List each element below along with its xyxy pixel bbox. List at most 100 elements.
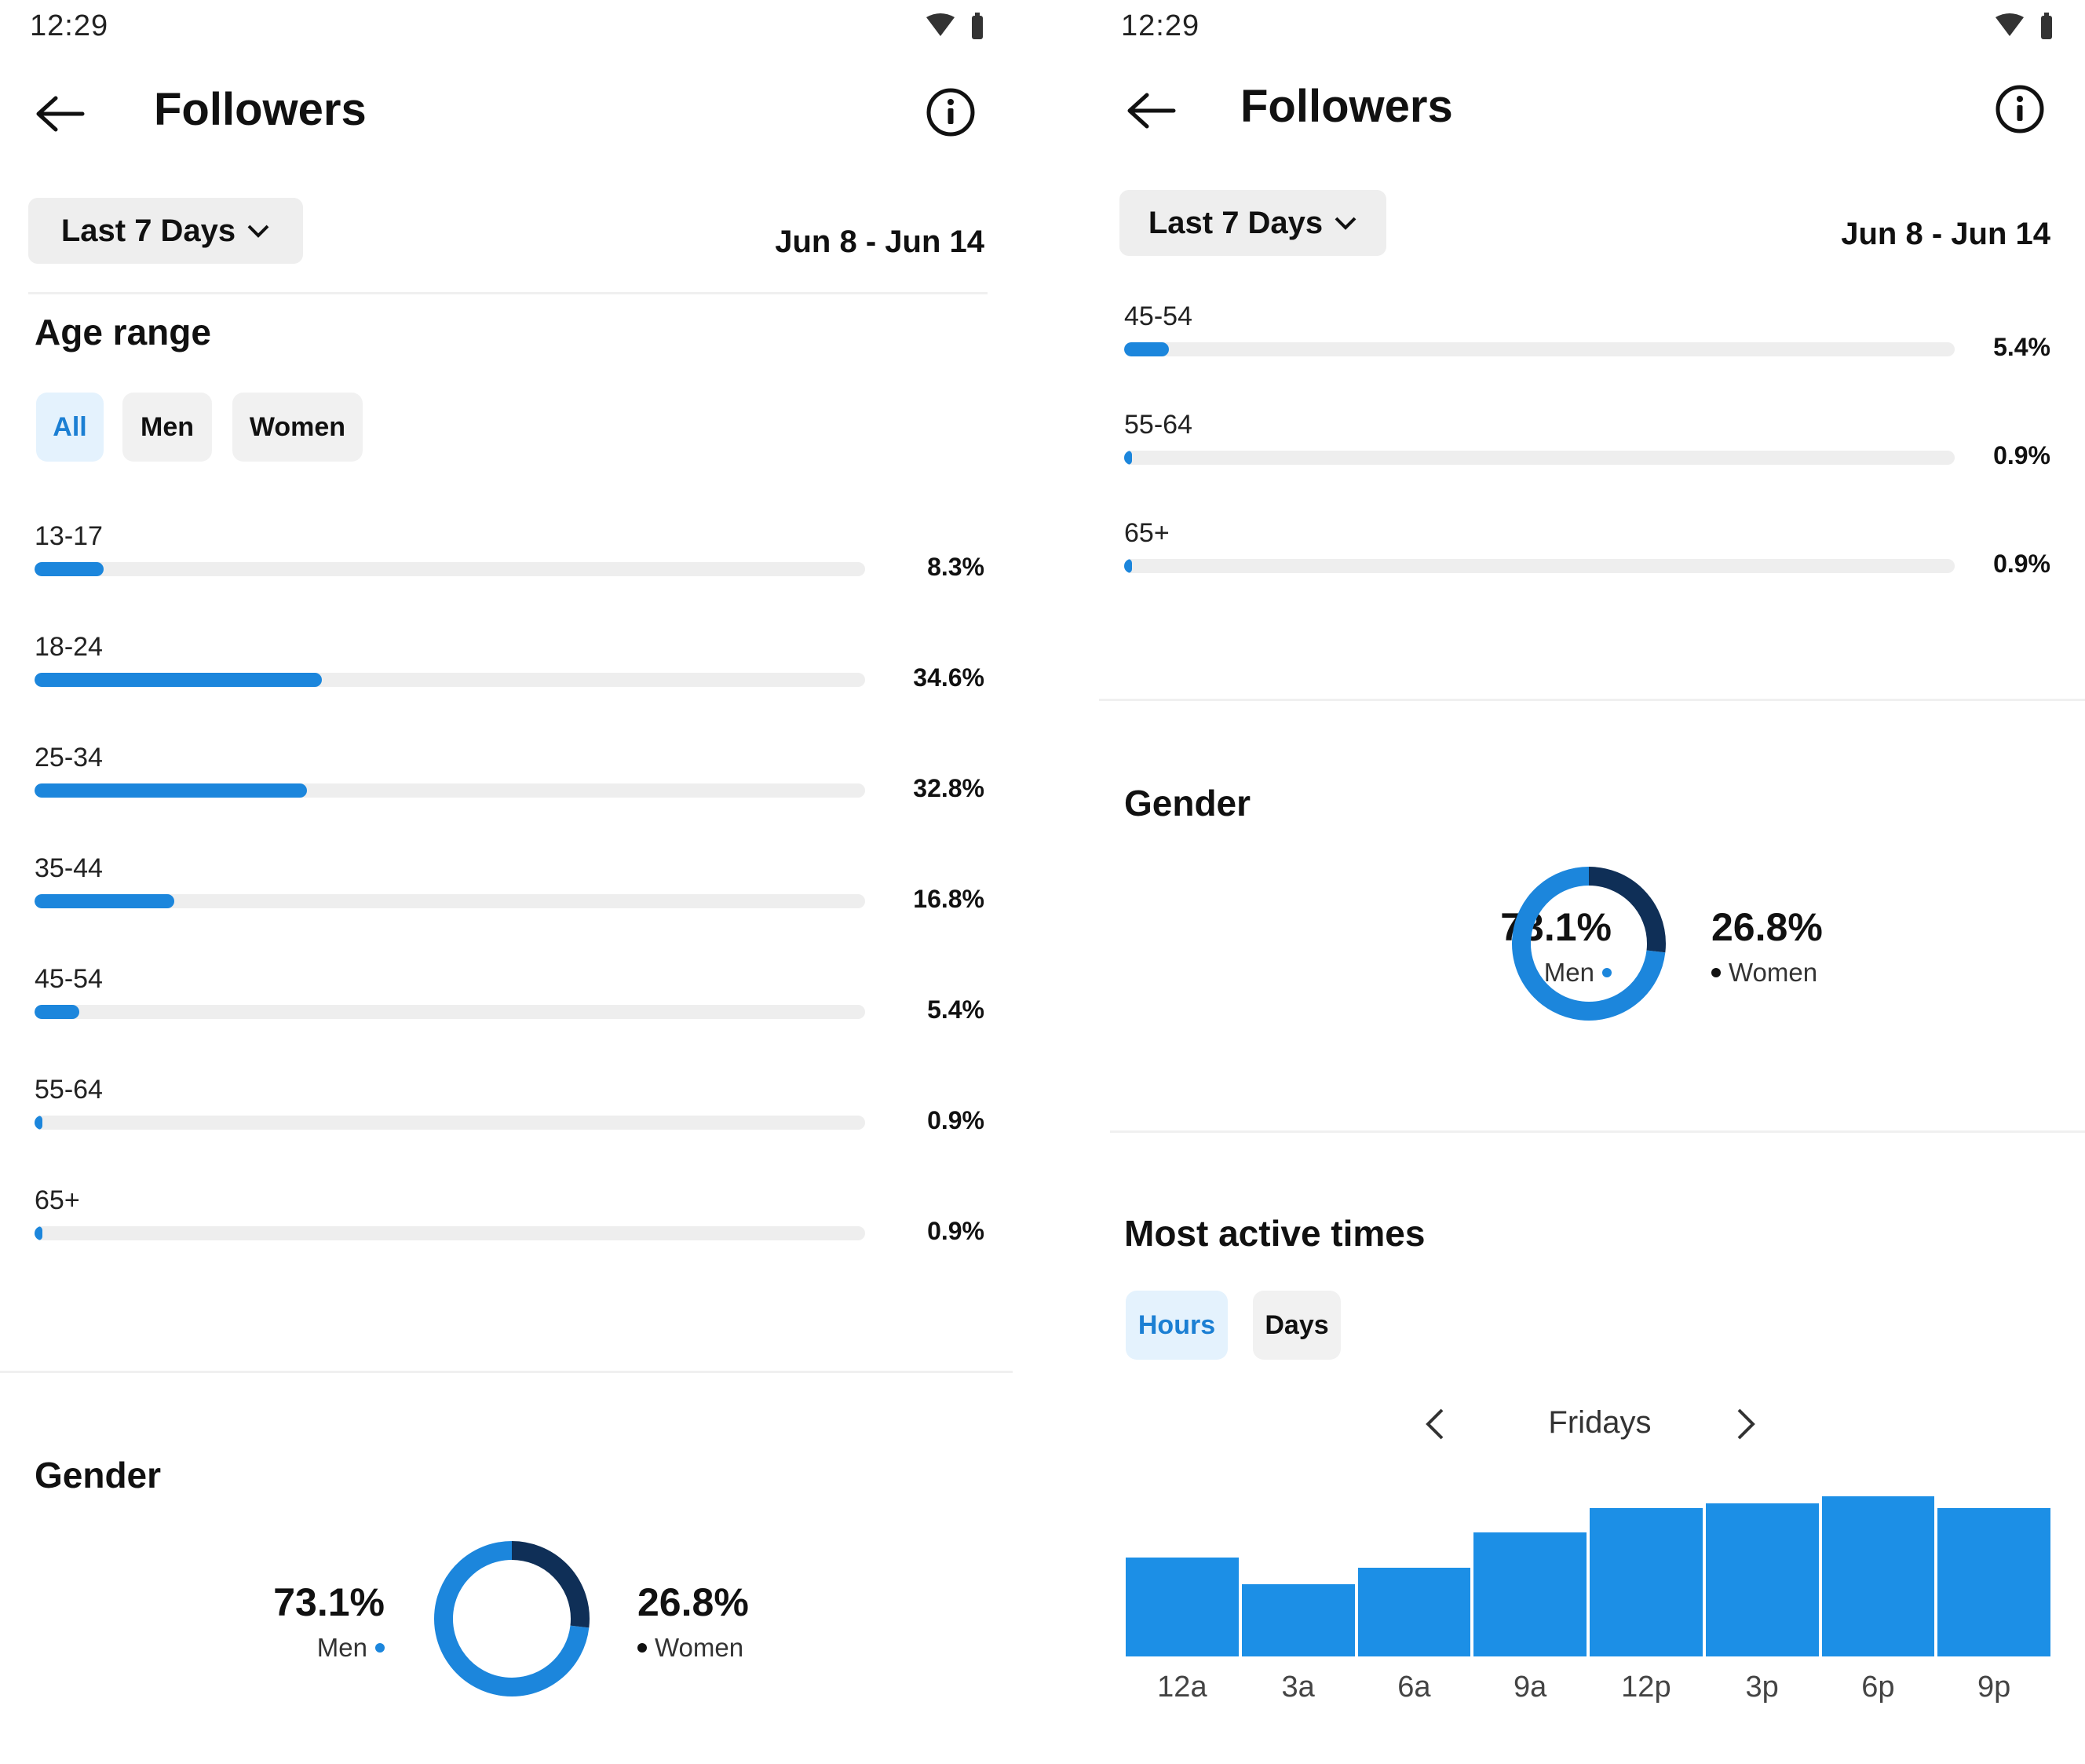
age-label: 18-24 [35,632,103,662]
period-dropdown[interactable]: Last 7 Days [28,198,303,264]
age-label: 35-44 [35,853,103,883]
age-bar-track [35,894,865,908]
age-bar-fill [1124,559,1132,573]
filter-men[interactable]: Men [122,393,212,462]
back-button[interactable] [28,86,91,141]
divider [1099,699,2085,701]
gender-donut [1512,867,1666,1021]
x-tick-label: 12a [1157,1671,1207,1704]
x-tick-label: 3p [1745,1671,1779,1704]
chevron-down-icon [247,225,269,238]
men-legend: Men [1462,958,1612,988]
chart-bar-6a[interactable] [1357,1568,1471,1656]
chart-bar-12p[interactable] [1590,1508,1703,1656]
chart-bar-6p[interactable] [1821,1496,1935,1656]
chart-bar-3a[interactable] [1241,1584,1355,1656]
age-bar-fill [35,783,308,798]
women-label: Women [655,1633,744,1662]
chevron-down-icon [1335,217,1357,230]
prev-day-button[interactable] [1411,1401,1459,1448]
age-label: 65+ [1124,518,1170,548]
chart-bar-9p[interactable] [1937,1508,2050,1656]
age-bar-fill [35,1226,42,1240]
age-percent: 32.8% [913,774,984,802]
age-bar-track [35,1005,865,1019]
age-percent: 34.6% [913,663,984,692]
filter-women[interactable]: Women [232,393,363,462]
men-dot-icon [375,1643,385,1653]
tab-hours[interactable]: Hours [1126,1291,1228,1360]
age-bar-fill [1124,342,1170,356]
age-bar-track [35,673,865,687]
back-arrow-icon [36,96,85,132]
age-bar-track [1124,559,1955,573]
age-percent: 5.4% [927,995,984,1024]
x-tick-label: 6a [1397,1671,1431,1704]
active-times-chart: 12a 3a 6a 9a 12p 3p 6p 9p [1126,1492,2050,1711]
women-legend: Women [1711,958,1817,988]
age-percent: 0.9% [1993,550,2050,578]
gender-title: Gender [1124,783,1251,824]
tab-days[interactable]: Days [1253,1291,1341,1360]
men-label: Men [1543,958,1594,987]
age-percent: 0.9% [927,1106,984,1134]
filter-all[interactable]: All [36,393,104,462]
divider [0,1371,1013,1373]
age-percent: 8.3% [927,553,984,581]
age-label: 55-64 [1124,410,1192,440]
men-legend: Men [236,1633,385,1663]
period-label: Last 7 Days [60,213,236,248]
page-title: Followers [1240,81,1453,132]
age-label: 45-54 [1124,301,1192,331]
chart-bar-9a[interactable] [1473,1532,1587,1656]
left-screen: 12:29 Followers Last 7 Days Jun 8 - Jun … [0,0,1042,1764]
info-button[interactable] [1992,82,2047,137]
period-dropdown[interactable]: Last 7 Days [1119,190,1386,256]
divider [28,292,988,294]
date-range: Jun 8 - Jun 14 [775,225,984,259]
next-day-button[interactable] [1722,1401,1769,1448]
age-range-title: Age range [35,312,211,352]
x-tick-label: 9a [1513,1671,1547,1704]
status-icons [925,11,989,42]
status-time: 12:29 [30,9,109,42]
chart-bar-12a[interactable] [1126,1558,1239,1656]
date-range: Jun 8 - Jun 14 [1841,217,2050,251]
x-tick-label: 3a [1281,1671,1315,1704]
donut-women-segment [1512,867,1666,1021]
donut-women-segment [434,1541,590,1696]
info-icon [1996,85,2044,133]
men-label: Men [316,1633,367,1662]
chevron-left-icon [1426,1408,1444,1440]
age-bar-fill [35,1116,42,1130]
age-bar-track [35,1116,865,1130]
age-percent: 5.4% [1993,333,2050,361]
gender-donut [434,1541,590,1696]
wifi-battery-icon [926,13,983,39]
x-tick-label: 6p [1861,1671,1895,1704]
gender-title: Gender [35,1455,162,1496]
back-arrow-icon [1127,93,1176,129]
age-label: 45-54 [35,964,103,994]
info-icon [926,88,975,137]
age-bar-fill [1124,451,1132,465]
age-bar-track [1124,451,1955,465]
chart-bar-3p[interactable] [1705,1503,1819,1656]
age-label: 13-17 [35,521,103,551]
back-button[interactable] [1119,83,1182,138]
women-label: Women [1729,958,1818,987]
right-screen: 12:29 Followers Last 7 Days Jun 8 - Jun … [1042,0,2085,1764]
age-percent: 0.9% [1993,441,2050,469]
page-title: Followers [154,84,367,135]
men-percent: 73.1% [273,1580,385,1624]
age-percent: 0.9% [927,1217,984,1245]
info-button[interactable] [923,85,978,140]
age-bar-fill [35,562,104,576]
age-label: 25-34 [35,743,103,772]
women-percent: 26.8% [1711,905,1823,949]
day-label: Fridays [1548,1405,1652,1440]
status-icons [1994,11,2058,42]
age-bar-track [35,1226,865,1240]
age-bar-fill [35,894,174,908]
divider [1110,1130,2085,1133]
